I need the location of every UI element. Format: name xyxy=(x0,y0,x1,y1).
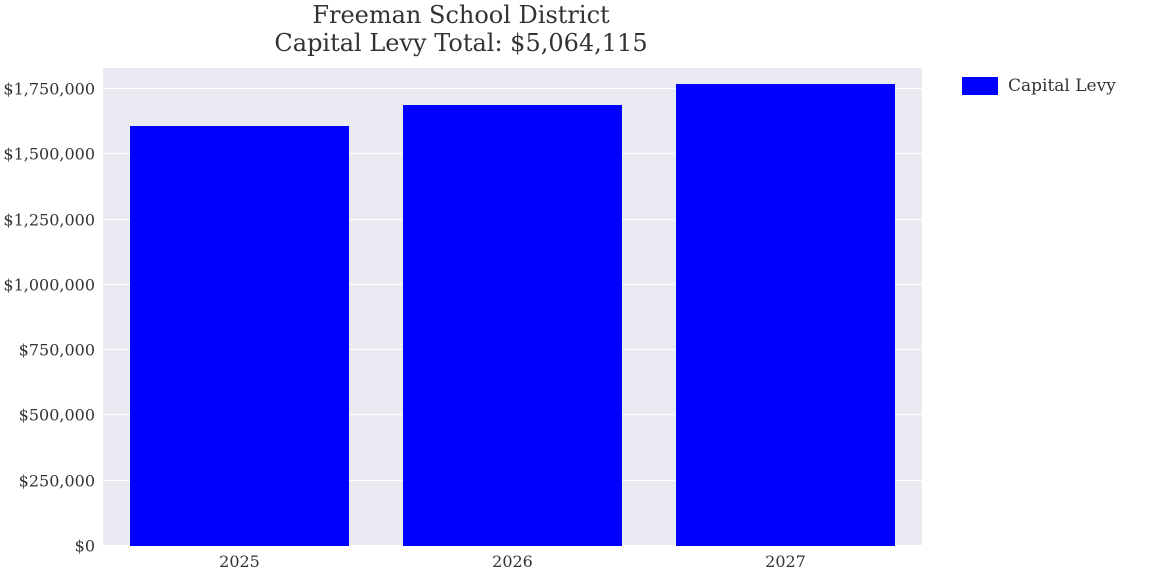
ytick-label: $500,000 xyxy=(19,406,103,425)
title-line-1: Freeman School District xyxy=(0,2,922,30)
ytick-label: $1,500,000 xyxy=(3,145,103,164)
ytick-label: $250,000 xyxy=(19,471,103,490)
title-line-2: Capital Levy Total: $5,064,115 xyxy=(0,30,922,58)
legend-swatch xyxy=(962,77,998,95)
ytick-label: $750,000 xyxy=(19,341,103,360)
xtick-label: 2027 xyxy=(765,546,806,571)
xtick-label: 2026 xyxy=(492,546,533,571)
ytick-label: $1,000,000 xyxy=(3,275,103,294)
chart-title: Freeman School District Capital Levy Tot… xyxy=(0,2,922,57)
bar xyxy=(403,105,621,546)
chart-container: Freeman School District Capital Levy Tot… xyxy=(0,0,1152,576)
legend: Capital Levy xyxy=(962,76,1116,96)
ytick-label: $1,250,000 xyxy=(3,210,103,229)
bar xyxy=(676,84,894,546)
plot-area: $0$250,000$500,000$750,000$1,000,000$1,2… xyxy=(103,68,922,546)
ytick-label: $1,750,000 xyxy=(3,79,103,98)
ytick-label: $0 xyxy=(75,537,103,556)
xtick-label: 2025 xyxy=(219,546,260,571)
bar xyxy=(130,126,348,546)
legend-label: Capital Levy xyxy=(1008,76,1116,96)
